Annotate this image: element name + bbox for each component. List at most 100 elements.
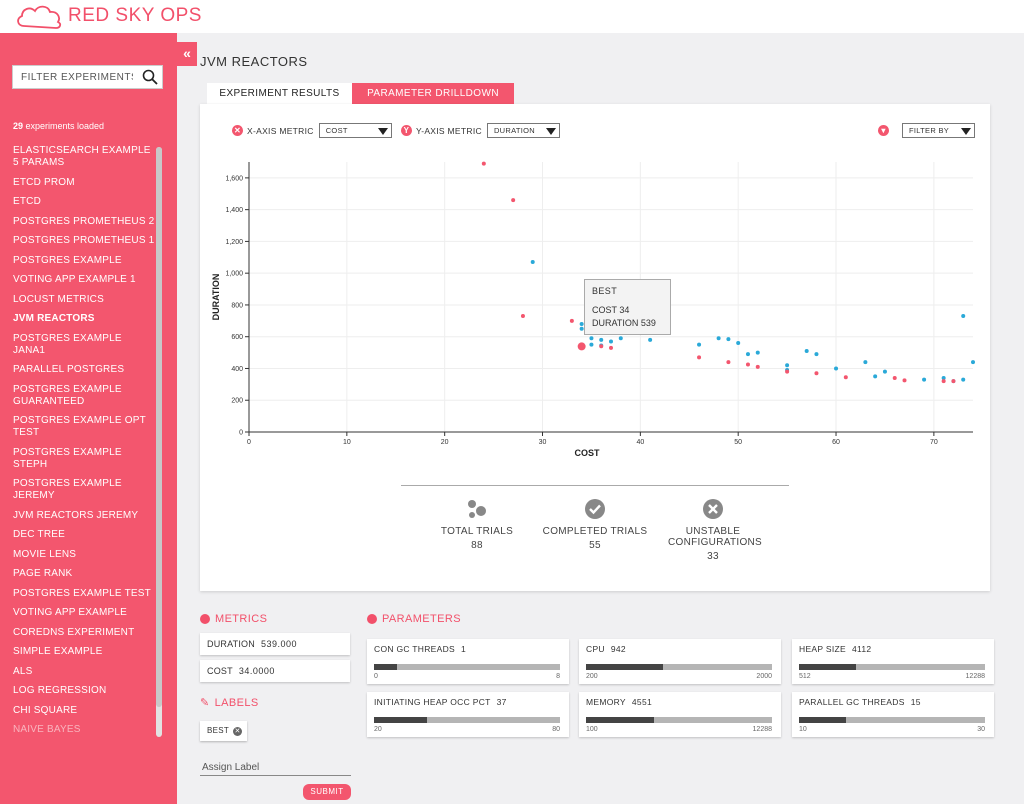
metric-name: DURATION (207, 639, 255, 649)
sidebar-item[interactable]: POSTGRES EXAMPLE TEST (13, 587, 151, 599)
sidebar-item[interactable]: ETCD (13, 196, 42, 207)
parameter-min: 512 (799, 673, 811, 680)
unstable-trial-point (755, 364, 760, 369)
summary-divider (401, 485, 789, 486)
sidebar-item[interactable]: POSTGRES EXAMPLE STEPH (13, 446, 122, 470)
sidebar: 29 experiments loaded ELASTICSEARCH EXAM… (0, 33, 177, 804)
parameter-name: INITIATING HEAP OCC PCT 37 (374, 697, 507, 707)
completed-trial-point (873, 374, 878, 379)
sidebar-item[interactable]: POSTGRES EXAMPLE (13, 254, 122, 266)
sidebar-item[interactable]: POSTGRES EXAMPLE OPT TEST (13, 415, 146, 438)
x-tick-label: 60 (832, 439, 840, 446)
parameter-max: 30 (977, 726, 985, 733)
sidebar-item[interactable]: LOCUST METRICS (13, 293, 104, 305)
sidebar-item[interactable]: NAIVE BAYES (13, 724, 81, 735)
parameter-max: 12288 (965, 673, 985, 680)
tooltip-cost-label: COST (592, 305, 617, 315)
scrollbar-thumb[interactable] (156, 147, 162, 707)
sidebar-scrollbar[interactable] (156, 147, 162, 737)
unstable-trial-point (609, 345, 613, 350)
x-icon: ✕ (232, 125, 243, 136)
sidebar-item[interactable]: POSTGRES PROMETHEUS 1 (13, 235, 155, 246)
parameter-range-bar (586, 717, 772, 723)
x-tick-label: 30 (539, 439, 547, 446)
completed-trial-point (697, 342, 702, 347)
loaded-count: 29 (13, 121, 24, 131)
completed-trial-point (579, 326, 584, 331)
label-chip-best: BEST ✕ (200, 721, 248, 741)
sidebar-item[interactable]: MOVIE LENS (13, 548, 77, 560)
x-tick-label: 20 (441, 439, 449, 446)
sidebar-item[interactable]: PARALLEL POSTGRES (13, 364, 125, 375)
sidebar-item[interactable]: POSTGRES EXAMPLE JANA1 (13, 332, 122, 356)
completed-trial-point (882, 369, 887, 374)
sidebar-item[interactable]: POSTGRES PROMETHEUS 2 (13, 215, 155, 227)
filter-icon: ▾ (878, 125, 889, 136)
sidebar-item[interactable]: PAGE RANK (13, 568, 73, 579)
sidebar-item[interactable]: VOTING APP EXAMPLE (13, 607, 128, 618)
parameter-name: CON GC THREADS 1 (374, 644, 466, 654)
sidebar-item[interactable]: CHI SQUARE (13, 704, 78, 716)
sidebar-item[interactable]: ELASTICSEARCH EXAMPLE 5 PARAMS (13, 145, 151, 168)
completed-trial-point (941, 376, 946, 380)
metric-value: 34.0000 (238, 666, 275, 676)
completed-trial-point (579, 322, 584, 326)
search-icon[interactable] (142, 69, 158, 85)
pencil-icon: ✎ (200, 697, 210, 709)
filter-value: FILTER BY (909, 126, 950, 135)
parameter-range-bar (799, 664, 985, 670)
sidebar-item[interactable]: ETCD PROM (13, 176, 75, 188)
sidebar-item[interactable]: JVM REACTORS JEREMY (13, 509, 139, 521)
sidebar-item[interactable]: SIMPLE EXAMPLE (13, 646, 103, 657)
parameter-range-fill (374, 717, 427, 723)
tab-experiment-results[interactable]: EXPERIMENT RESULTS (207, 83, 352, 104)
unstable-trial-point (745, 362, 750, 367)
completed-trial-point (961, 377, 966, 382)
unstable-trial-point (697, 355, 702, 360)
parameter-min: 200 (586, 673, 598, 680)
x-axis-metric-dropdown[interactable]: COST (318, 123, 392, 138)
y-axis-metric-label: Y-AXIS METRIC (416, 125, 482, 136)
sidebar-item[interactable]: LOG REGRESSION (13, 685, 107, 696)
parameters-heading: PARAMETERS (367, 613, 461, 625)
parameter-max: 12288 (752, 726, 772, 733)
sidebar-item[interactable]: POSTGRES EXAMPLE GUARANTEED (13, 383, 122, 407)
parameter-name: PARALLEL GC THREADS 15 (799, 697, 921, 707)
y-tick-label: 400 (231, 366, 243, 373)
completed-trial-point (589, 336, 594, 341)
experiments-loaded-count: 29 experiments loaded (13, 121, 104, 131)
sidebar-item[interactable]: VOTING APP EXAMPLE 1 (13, 274, 136, 285)
parameter-range-bar (374, 717, 560, 723)
experiment-search-input[interactable] (13, 66, 133, 88)
parameter-name: HEAP SIZE 4112 (799, 644, 871, 654)
parameter-value: 4112 (851, 644, 872, 654)
completed-trial-point (736, 341, 741, 346)
parameter-range-bar (374, 664, 560, 670)
trials-dots-icon (468, 500, 486, 518)
parameter-range-fill (374, 664, 398, 670)
assign-label-input[interactable] (200, 760, 351, 776)
stat-total-label: TOTAL TRIALS (440, 526, 514, 537)
remove-label-icon[interactable]: ✕ (233, 726, 243, 736)
collapse-sidebar-button[interactable]: « (177, 42, 197, 66)
sidebar-item[interactable]: ALS (13, 665, 33, 677)
completed-trial-point (785, 363, 790, 368)
completed-trial-point (648, 337, 653, 342)
app-logo[interactable]: RED SKY OPS (14, 2, 202, 30)
y-icon: Y (401, 125, 412, 136)
sidebar-item[interactable]: COREDNS EXPERIMENT (13, 626, 135, 638)
tab-parameter-drilldown[interactable]: PARAMETER DRILLDOWN (352, 83, 514, 104)
parameter-value: 4551 (631, 697, 653, 707)
sidebar-item[interactable]: JVM REACTORS (13, 313, 95, 324)
completed-trial-point (618, 336, 623, 341)
sidebar-item[interactable]: POSTGRES EXAMPLE JEREMY (13, 478, 122, 501)
filter-dropdown[interactable]: FILTER BY (902, 123, 975, 138)
completed-trial-point (863, 360, 868, 365)
filter-selector: ▾ FILTER BY (878, 123, 975, 138)
page-title: JVM REACTORS (200, 54, 308, 69)
submit-label-button[interactable]: SUBMIT (303, 784, 351, 800)
sidebar-item[interactable]: DEC TREE (13, 529, 65, 540)
parameter-range-fill (799, 717, 846, 723)
y-axis-metric-dropdown[interactable]: DURATION (486, 123, 560, 138)
tooltip-cost-value: 34 (619, 305, 630, 315)
